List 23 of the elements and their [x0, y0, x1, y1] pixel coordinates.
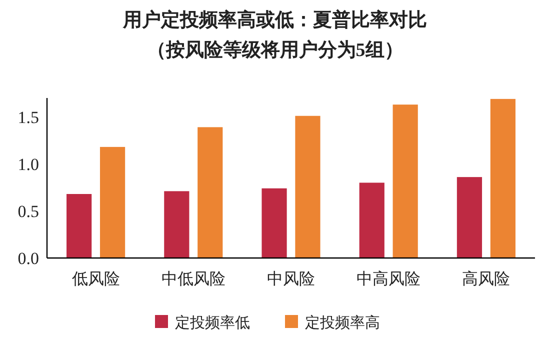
bar	[164, 191, 190, 258]
legend-label: 定投频率低	[175, 314, 250, 332]
y-tick-label: 1.0	[18, 154, 39, 174]
y-tick-label: 1.5	[18, 108, 39, 127]
bar	[66, 194, 92, 258]
bar	[100, 146, 126, 258]
x-tick-label: 中风险	[267, 270, 315, 288]
bar	[262, 188, 287, 258]
legend-label: 定投频率高	[305, 314, 380, 332]
bar	[456, 177, 482, 258]
bar	[392, 104, 418, 258]
chart-title: 用户定投频率高或低：夏普比率对比	[122, 9, 427, 31]
chart-subtitle: （按风险等级将用户分为5组）	[146, 39, 404, 61]
x-tick-label: 低风险	[72, 271, 120, 288]
bar	[295, 116, 320, 258]
bar	[198, 127, 223, 258]
y-tick-label: 0.0	[18, 248, 39, 268]
y-tick-label: 0.5	[18, 202, 39, 221]
bar	[359, 182, 384, 258]
bar	[490, 98, 516, 258]
x-tick-label: 高风险	[462, 270, 510, 288]
x-tick-label: 中低风险	[161, 270, 226, 288]
x-tick-label: 中高风险	[356, 270, 421, 288]
